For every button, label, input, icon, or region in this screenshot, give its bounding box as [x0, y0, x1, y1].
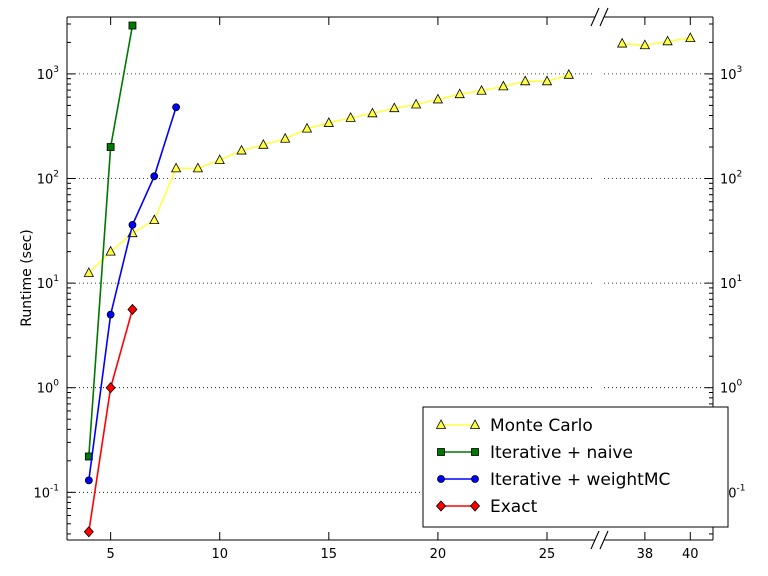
series-iterative-weightmc: [84, 103, 180, 485]
y-tick-label-right: 102: [720, 170, 742, 188]
data-point: [498, 80, 509, 91]
data-point: [149, 214, 160, 225]
data-point: [639, 39, 651, 50]
data-point: [105, 245, 116, 256]
data-point: [128, 221, 137, 229]
legend-marker: [437, 475, 445, 483]
y-tick-label-left: 101: [37, 274, 59, 292]
x-tick-label: 5: [106, 547, 114, 562]
y-tick-label-right: 100: [720, 379, 743, 397]
y-tick-label-left: 100: [37, 379, 60, 397]
data-point: [214, 154, 225, 164]
data-point: [345, 112, 356, 122]
data-point: [454, 88, 465, 99]
data-point: [172, 103, 180, 112]
legend-item: Iterative + weightMC: [437, 470, 670, 490]
data-point: [520, 75, 531, 86]
legend-marker: [437, 448, 445, 456]
legend-label: Iterative + weightMC: [490, 470, 670, 490]
data-point: [258, 138, 269, 149]
y-tick-label-left: 10-1: [33, 483, 59, 501]
data-point: [106, 143, 115, 151]
series-iterative-naive: [84, 21, 137, 461]
data-point: [106, 310, 115, 319]
legend-marker: [471, 448, 479, 456]
data-point: [236, 144, 247, 155]
axis-break-mark: [590, 7, 600, 27]
data-point: [476, 84, 487, 95]
data-point: [323, 117, 334, 127]
series-line: [622, 37, 691, 47]
data-point: [128, 21, 137, 30]
legend-item: Exact: [435, 497, 538, 517]
x-tick-label: 10: [211, 547, 228, 562]
data-point: [410, 98, 422, 109]
data-point: [105, 382, 116, 394]
data-point: [563, 68, 574, 79]
data-point: [83, 526, 94, 538]
y-tick-label-left: 103: [37, 65, 59, 83]
series-exact: [83, 303, 138, 538]
x-tick-label: 40: [682, 547, 699, 562]
data-point: [617, 37, 628, 48]
data-point: [367, 107, 378, 118]
axis-break-mark: [599, 7, 609, 27]
x-tick-label: 25: [539, 547, 556, 562]
y-tick-label-right: 101: [720, 274, 742, 292]
legend: Monte Carlo Iterative + naive Iterative + …: [422, 406, 729, 528]
series-layer: [83, 21, 696, 538]
y-axis-title: Runtime (sec): [19, 229, 35, 326]
data-point: [150, 172, 159, 181]
x-tick-label: 20: [430, 547, 447, 562]
series-monte-carlo: [83, 32, 696, 277]
legend-marker: [469, 419, 481, 429]
data-point: [541, 75, 553, 86]
data-point: [432, 93, 444, 104]
legend-item: Monte Carlo: [435, 416, 593, 436]
data-point: [170, 162, 182, 173]
data-point: [685, 32, 696, 42]
legend-marker: [471, 475, 479, 483]
data-point: [127, 303, 138, 316]
legend-item: Iterative + naive: [437, 443, 633, 463]
legend-marker: [435, 419, 447, 429]
y-tick-label-left: 102: [37, 170, 59, 188]
data-point: [389, 102, 400, 113]
x-tick-label: 15: [321, 547, 338, 562]
legend-label: Iterative + naive: [490, 443, 633, 463]
legend-label: Monte Carlo: [490, 416, 593, 436]
data-point: [83, 267, 94, 277]
data-point: [192, 162, 204, 173]
axis-break-mark: [590, 530, 600, 550]
data-point: [301, 122, 313, 133]
data-point: [84, 476, 93, 485]
legend-marker: [469, 500, 481, 512]
legend-marker: [435, 500, 447, 512]
data-point: [662, 35, 673, 46]
x-tick-label: 38: [637, 547, 654, 562]
data-point: [280, 132, 291, 143]
axis-break-mark: [599, 530, 609, 550]
y-tick-label-right: 103: [720, 65, 742, 83]
plot-frame: [66, 7, 714, 550]
legend-label: Exact: [490, 497, 538, 517]
